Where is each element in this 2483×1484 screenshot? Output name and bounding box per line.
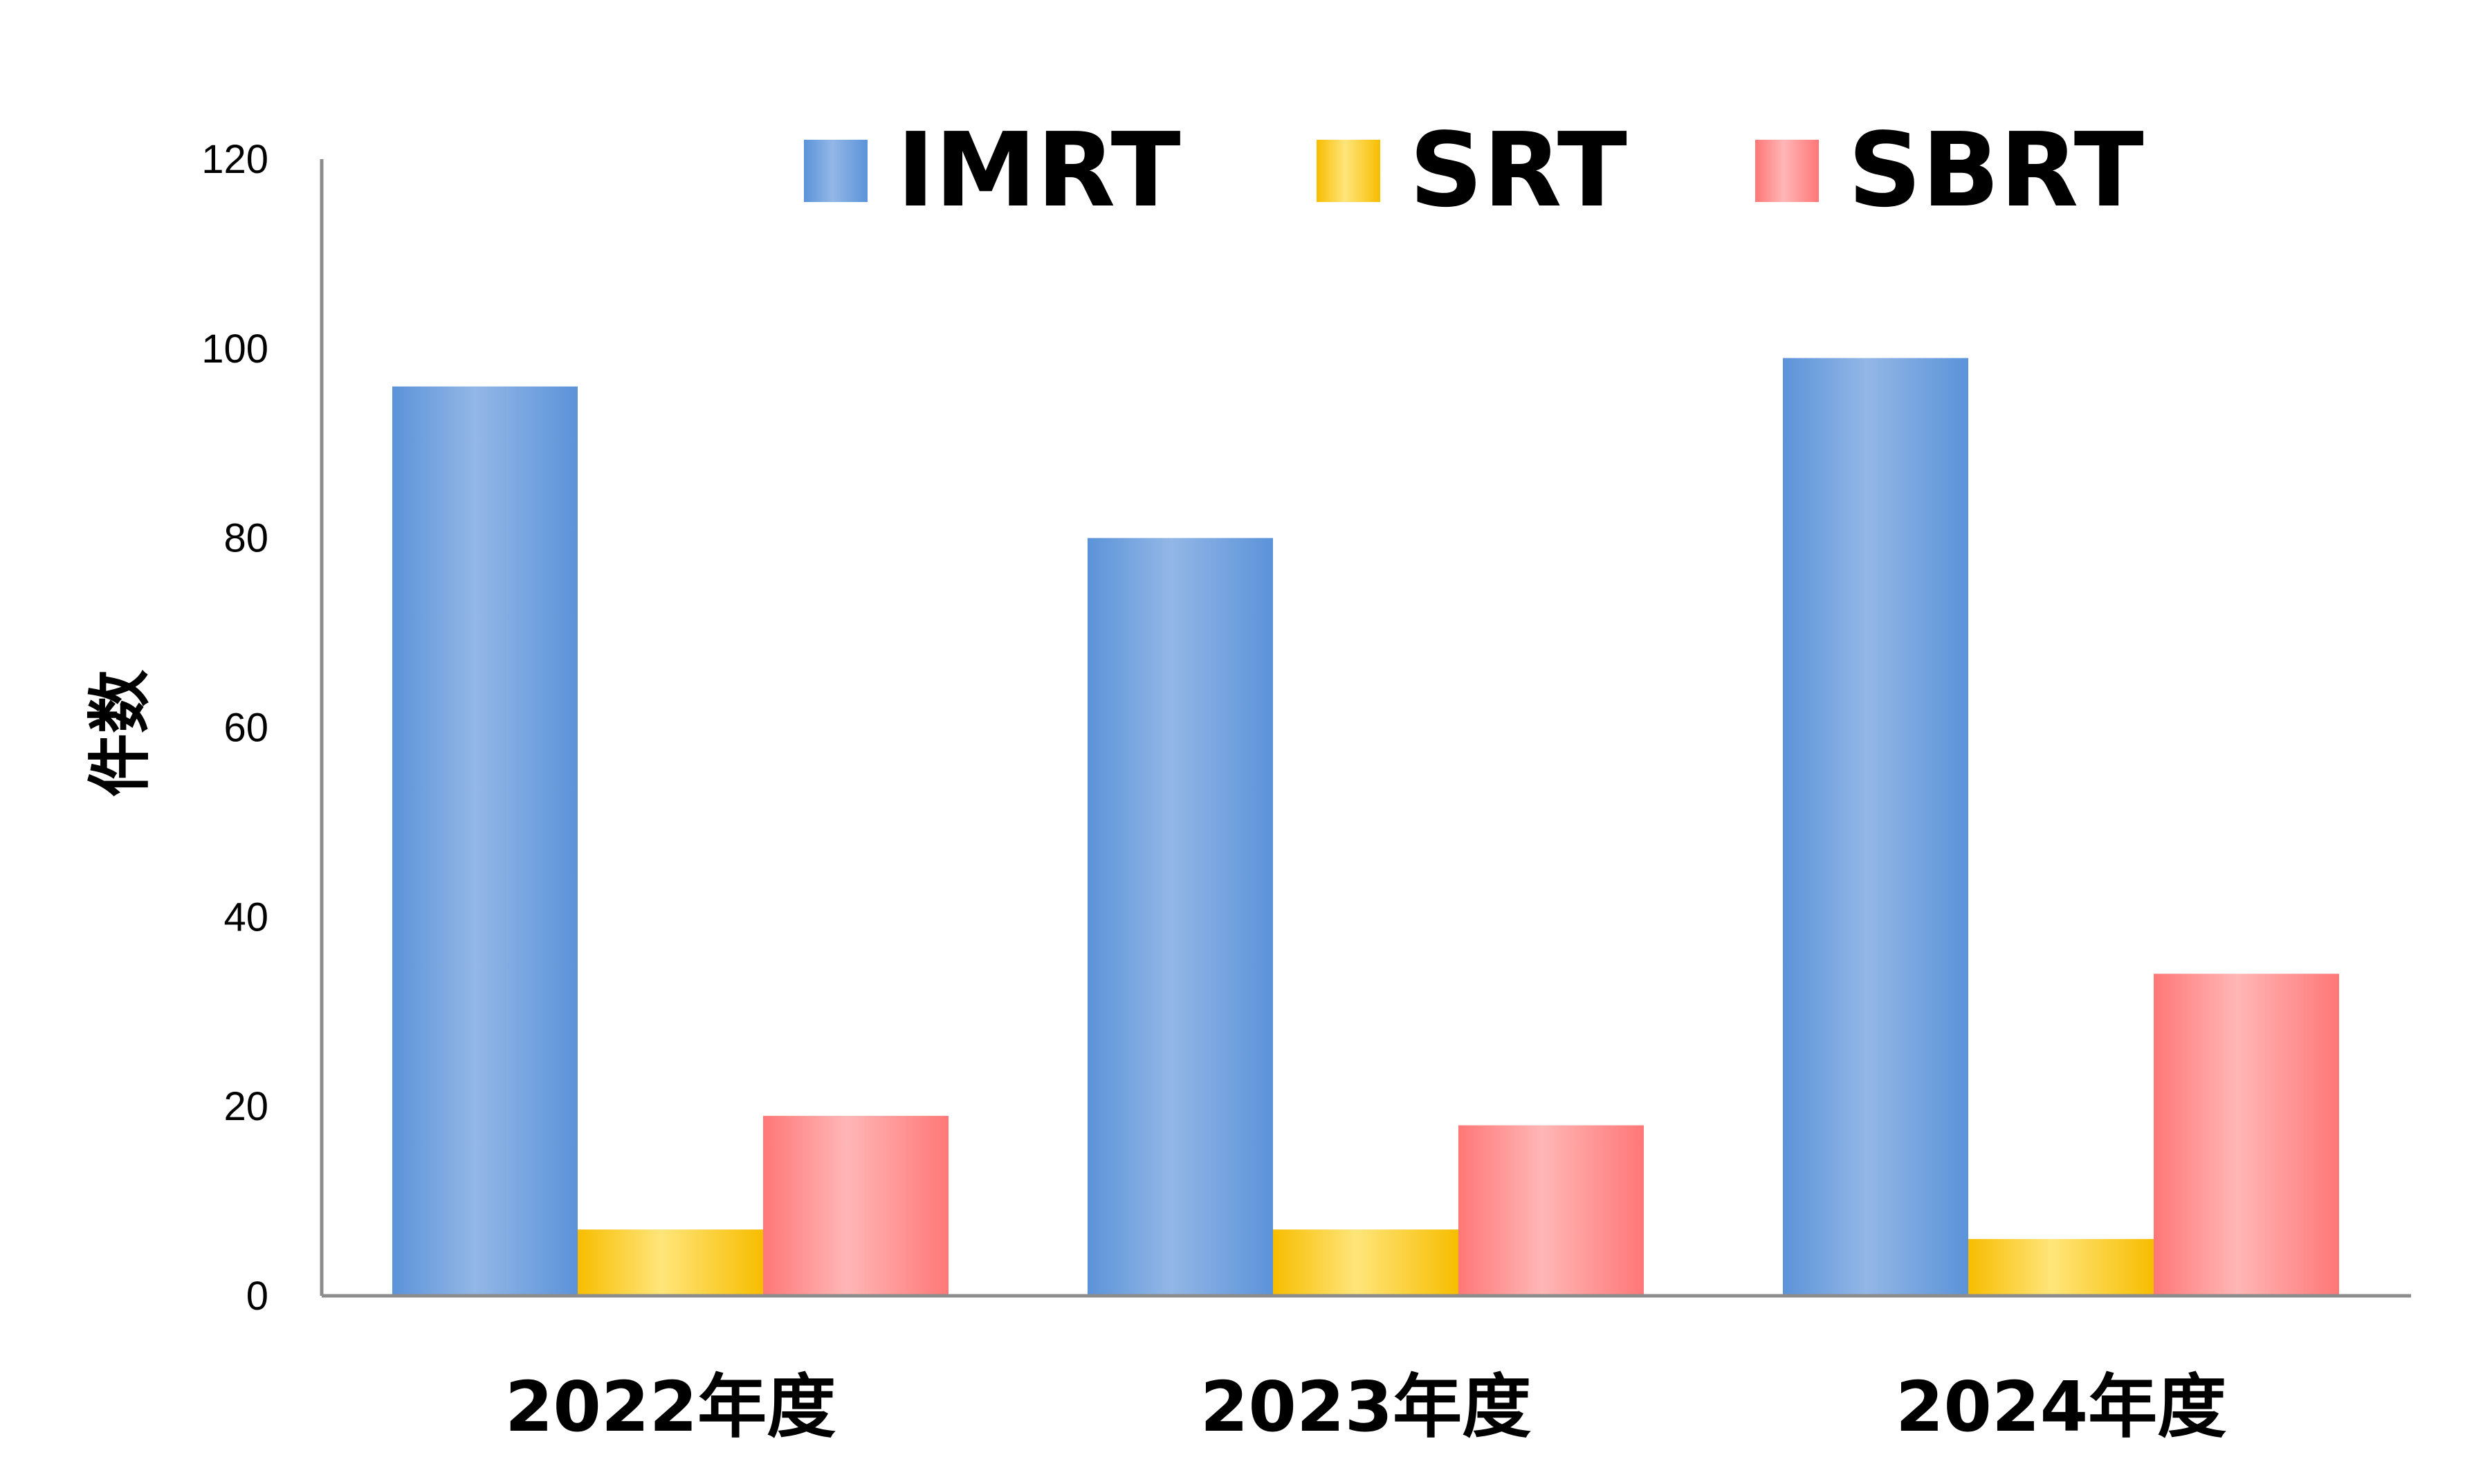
- bar-imrt-2: [1088, 538, 1273, 1296]
- legend-swatch-imrt: [804, 140, 868, 202]
- legend: IMRT SRT SBRT: [804, 111, 2144, 230]
- y-axis-ticks: 0 20 40 60 80 100 120: [201, 137, 268, 1319]
- y-tick-label: 20: [223, 1084, 268, 1129]
- y-tick-label: 80: [223, 516, 268, 561]
- y-tick-label: 40: [223, 895, 268, 940]
- bar-sbrt-1: [763, 1115, 949, 1296]
- y-axis-label: 件数: [83, 670, 157, 797]
- y-tick-label: 60: [223, 706, 268, 751]
- bar-srt-3: [1968, 1238, 2154, 1296]
- y-tick-label: 0: [246, 1274, 268, 1319]
- bar-sbrt-2: [1458, 1125, 1644, 1296]
- bar-imrt-1: [392, 386, 578, 1296]
- x-axis-categories: 2022年度 2023年度 2024年度: [505, 1366, 2226, 1447]
- legend-label-sbrt: SBRT: [1848, 111, 2144, 230]
- bar-sbrt-3: [2154, 973, 2339, 1296]
- y-tick-label: 100: [201, 327, 268, 372]
- x-category-label: 2024年度: [1896, 1366, 2226, 1447]
- y-tick-label: 120: [201, 137, 268, 182]
- bar-srt-1: [578, 1229, 763, 1296]
- x-category-label: 2022年度: [505, 1366, 836, 1447]
- legend-label-srt: SRT: [1409, 111, 1627, 230]
- bars: [392, 358, 2339, 1296]
- legend-swatch-sbrt: [1755, 140, 1819, 202]
- bar-srt-2: [1273, 1229, 1458, 1296]
- bar-imrt-3: [1783, 358, 1968, 1296]
- legend-label-imrt: IMRT: [897, 111, 1181, 230]
- x-category-label: 2023年度: [1200, 1366, 1531, 1447]
- legend-swatch-srt: [1317, 140, 1380, 202]
